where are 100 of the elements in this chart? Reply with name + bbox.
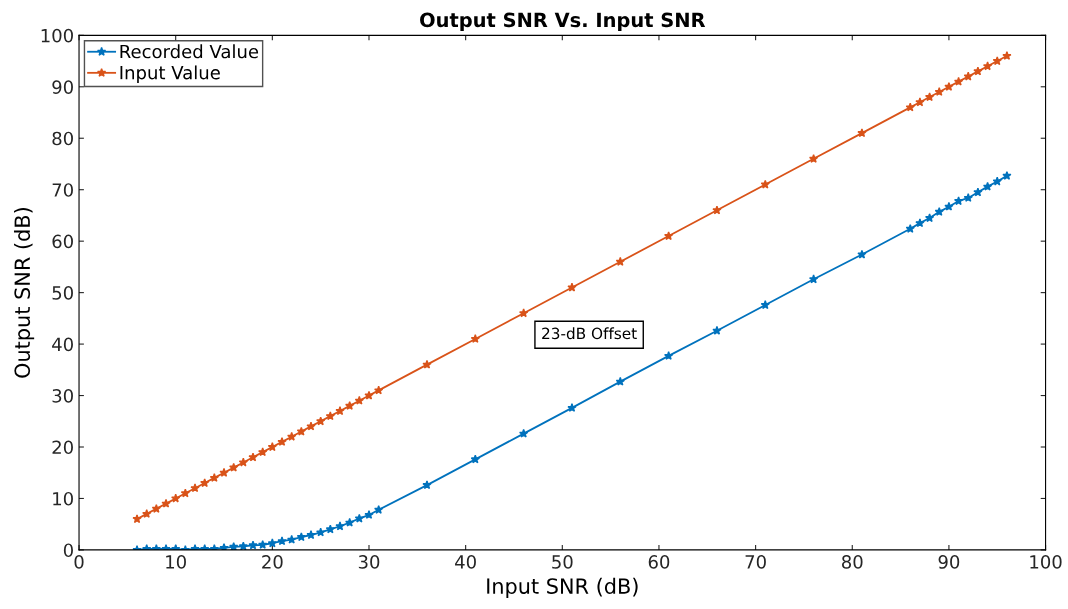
point <box>760 300 770 310</box>
x-tick-label: 90 <box>938 555 960 569</box>
x-tick-label: 40 <box>455 555 476 569</box>
point <box>238 457 249 467</box>
point <box>615 376 625 386</box>
point <box>354 395 364 405</box>
y-tick-label: 0 <box>63 543 73 558</box>
point <box>267 538 277 548</box>
point <box>325 524 335 534</box>
point <box>287 534 297 544</box>
x-tick-label: 0 <box>74 555 84 569</box>
point <box>238 541 249 550</box>
point <box>258 447 268 457</box>
point <box>296 532 306 542</box>
y-tick-label: 40 <box>52 337 73 352</box>
point <box>470 334 480 344</box>
x-tick-label: 70 <box>745 555 766 569</box>
point <box>296 426 306 436</box>
point <box>277 436 287 446</box>
point <box>209 473 220 482</box>
point <box>1002 170 1012 180</box>
point <box>306 530 316 540</box>
x-tick-label: 20 <box>262 555 283 569</box>
point <box>924 92 935 102</box>
point <box>219 467 229 477</box>
point <box>277 536 287 546</box>
point <box>190 483 200 493</box>
point <box>325 411 335 421</box>
point <box>132 514 142 524</box>
point <box>857 128 867 138</box>
point <box>973 66 983 76</box>
point <box>248 452 258 462</box>
point <box>567 282 577 292</box>
x-tick-label: 50 <box>552 555 573 569</box>
x-tick-label: 100 <box>1030 555 1062 569</box>
point <box>316 416 326 426</box>
point <box>663 231 674 241</box>
point <box>905 102 915 112</box>
point <box>335 521 345 531</box>
point <box>712 205 722 215</box>
x-tick-label: 30 <box>358 555 380 569</box>
point <box>200 478 210 488</box>
legend-label: Recorded Value <box>120 44 259 59</box>
point <box>364 510 374 519</box>
point <box>992 56 1002 66</box>
point <box>944 81 954 91</box>
point <box>470 454 480 464</box>
y-tick-label: 80 <box>52 131 73 146</box>
x-tick-label: 10 <box>166 555 186 569</box>
point <box>808 153 819 163</box>
x-axis-title: Input SNR (dB) <box>487 577 638 598</box>
point <box>345 517 355 527</box>
point <box>615 256 625 266</box>
point <box>905 223 915 233</box>
point <box>142 509 152 518</box>
point <box>306 421 316 431</box>
point <box>335 406 345 416</box>
point <box>258 539 268 549</box>
chart-title: Output SNR Vs. Input SNR <box>420 12 706 32</box>
point <box>915 218 925 228</box>
point <box>248 540 258 550</box>
point <box>924 213 935 223</box>
point <box>316 527 326 537</box>
y-axis-title: Output SNR (dB) <box>13 208 35 378</box>
y-tick-label: 100 <box>41 28 73 43</box>
point <box>1002 51 1012 60</box>
point <box>915 97 925 107</box>
point <box>354 513 364 523</box>
point <box>963 193 973 203</box>
point <box>953 76 964 86</box>
point <box>982 181 993 191</box>
point <box>151 503 162 513</box>
y-tick-label: 30 <box>52 389 73 403</box>
point <box>992 176 1002 186</box>
point <box>567 403 577 412</box>
point <box>973 187 983 197</box>
point <box>518 308 529 318</box>
point <box>345 400 355 410</box>
legend-label: Input Value <box>120 65 220 83</box>
point <box>934 87 944 96</box>
point <box>267 442 277 452</box>
y-tick-label: 60 <box>52 234 73 249</box>
point <box>287 431 297 441</box>
point <box>808 274 819 284</box>
y-tick-label: 50 <box>52 286 73 300</box>
point <box>374 504 384 514</box>
point <box>374 385 384 395</box>
y-tick-label: 20 <box>52 440 73 455</box>
point <box>712 325 722 335</box>
point <box>944 201 954 211</box>
y-tick-label: 90 <box>52 80 73 94</box>
point <box>934 206 944 216</box>
point <box>229 541 239 550</box>
point <box>180 488 191 498</box>
y-tick-label: 10 <box>53 491 73 506</box>
point <box>422 480 432 490</box>
point <box>663 351 674 360</box>
annotation: 23-dB Offset <box>542 327 637 340</box>
point <box>760 179 770 189</box>
point <box>171 493 181 503</box>
